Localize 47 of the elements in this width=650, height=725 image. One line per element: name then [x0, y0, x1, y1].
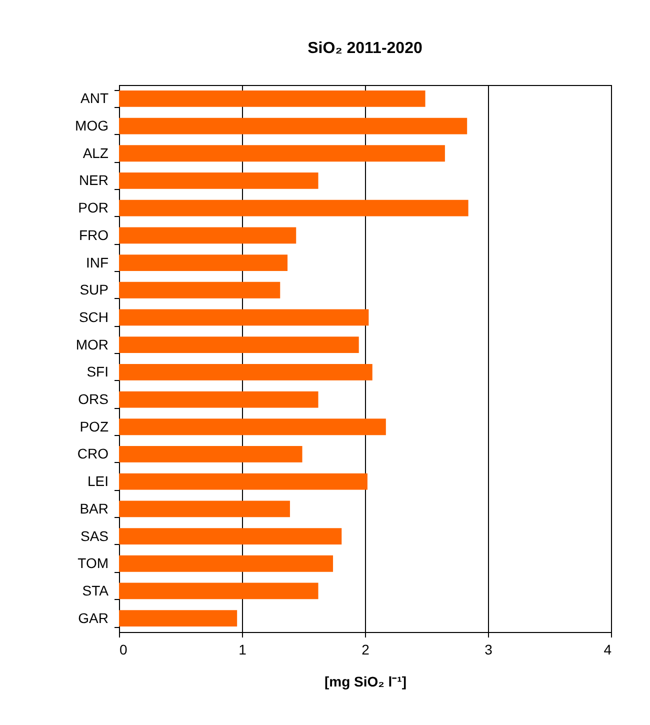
y-tick-label: INF	[86, 254, 108, 270]
x-tick-label: 1	[238, 642, 247, 658]
bar	[119, 610, 238, 627]
bar	[119, 473, 368, 490]
bar	[119, 364, 372, 380]
bar	[119, 418, 386, 436]
y-tick-label: TOM	[78, 555, 108, 572]
bar	[119, 336, 359, 354]
x-tick-label: 0	[120, 642, 128, 658]
bar	[119, 227, 296, 244]
bar	[119, 145, 445, 162]
bar	[119, 172, 318, 189]
y-tick-label: SAS	[80, 528, 108, 544]
bar	[119, 555, 334, 572]
y-tick-label: SFI	[86, 364, 108, 380]
y-tick-label: LEI	[87, 473, 108, 490]
bar	[119, 254, 288, 271]
bar	[119, 282, 280, 298]
bar	[119, 391, 318, 408]
y-tick-label: FRO	[78, 226, 109, 243]
y-tick-label: POZ	[80, 418, 109, 434]
y-tick-label: GAR	[78, 610, 108, 626]
x-tick-label: 2	[362, 642, 370, 658]
y-tick-label: NER	[78, 172, 108, 188]
x-tick-label: 3	[484, 642, 493, 658]
y-tick-label: ORS	[78, 391, 108, 408]
y-tick-label: MOG	[75, 118, 108, 134]
bar	[119, 500, 290, 518]
bar	[119, 309, 369, 326]
bar	[119, 446, 302, 462]
y-tick-label: POR	[78, 200, 108, 216]
x-axis-title: [mg SiO₂ l⁻¹]	[324, 674, 406, 690]
x-tick-label: 4	[604, 642, 612, 658]
y-tick-label: ANT	[80, 90, 109, 106]
bar	[119, 118, 468, 134]
y-tick-label: MOR	[76, 336, 108, 352]
y-tick-label: CRO	[77, 446, 109, 462]
bar	[119, 528, 342, 544]
y-tick-label: STA	[82, 582, 110, 598]
chart-title: SiO₂ 2011-2020	[308, 40, 422, 57]
y-tick-label: SCH	[78, 308, 108, 325]
y-tick-label: BAR	[80, 500, 108, 516]
bar	[119, 90, 426, 107]
y-tick-label: ALZ	[82, 144, 109, 161]
bar	[119, 582, 318, 600]
bar	[119, 200, 468, 216]
y-tick-label: SUP	[80, 282, 108, 298]
